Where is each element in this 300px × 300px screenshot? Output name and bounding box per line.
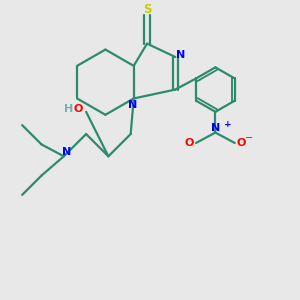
Text: O: O <box>237 138 246 148</box>
Text: N: N <box>62 147 71 157</box>
Text: +: + <box>224 120 231 129</box>
Text: O: O <box>185 138 194 148</box>
Text: N: N <box>128 100 137 110</box>
Text: N: N <box>211 123 220 133</box>
Text: O: O <box>74 104 83 114</box>
Text: H: H <box>64 104 73 114</box>
Text: S: S <box>143 3 151 16</box>
Text: −: − <box>245 134 253 143</box>
Text: N: N <box>176 50 185 61</box>
